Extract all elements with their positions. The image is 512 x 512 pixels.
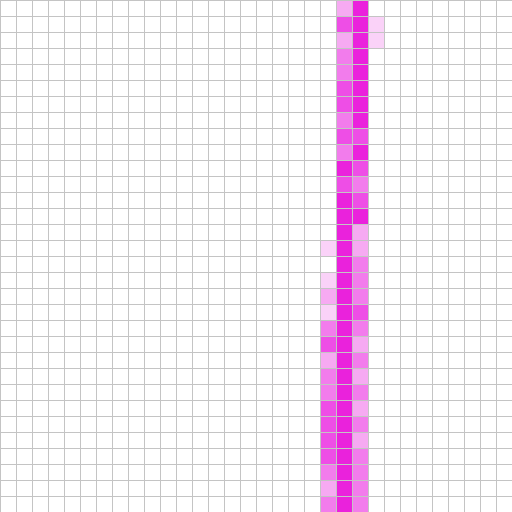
pixel [353,401,368,416]
pixel [353,241,368,256]
pixel [321,417,336,432]
pixel [353,177,368,192]
pixel [353,33,368,48]
pixel [321,273,336,288]
pixel [321,465,336,480]
pixel [353,497,368,512]
pixel [353,321,368,336]
pixel [337,273,352,288]
pixel [337,49,352,64]
pixel [353,65,368,80]
pixel [337,321,352,336]
pixel [337,241,352,256]
pixel [353,449,368,464]
pixel [353,97,368,112]
pixel [337,497,352,512]
pixel [353,465,368,480]
pixel [353,145,368,160]
pixel [353,353,368,368]
pixel [353,337,368,352]
pixel [353,193,368,208]
pixel [337,369,352,384]
pixel [337,113,352,128]
pixel [353,113,368,128]
pixel [337,33,352,48]
pixel [337,209,352,224]
pixel [353,305,368,320]
pixel [353,17,368,32]
pixel [337,257,352,272]
pixel [337,225,352,240]
pixel [321,369,336,384]
pixel [337,145,352,160]
pixel [353,49,368,64]
pixel [337,401,352,416]
pixel [337,193,352,208]
pixel [353,433,368,448]
pixel [337,17,352,32]
pixel [337,289,352,304]
pixel [321,289,336,304]
pixel [321,433,336,448]
pixel [337,65,352,80]
pixel [337,465,352,480]
pixel [337,449,352,464]
pixel [321,401,336,416]
pixel [353,417,368,432]
pixel [353,369,368,384]
pixel [353,481,368,496]
pixel [353,209,368,224]
pixel [321,497,336,512]
pixel [337,177,352,192]
pixel [337,81,352,96]
pixel [353,257,368,272]
pixel [353,273,368,288]
pixel [353,225,368,240]
pixel [337,305,352,320]
pixel [321,241,336,256]
pixel [337,353,352,368]
pixel [369,33,384,48]
pixel [337,97,352,112]
pixel [353,129,368,144]
pixel [353,289,368,304]
pixel [369,17,384,32]
pixel [353,81,368,96]
pixel [337,481,352,496]
pixel [337,417,352,432]
pixel [337,385,352,400]
pixel [353,161,368,176]
pixel [337,433,352,448]
pixel [337,337,352,352]
pixel [353,1,368,16]
pixel [337,1,352,16]
pixel [321,449,336,464]
pixel [321,385,336,400]
pixel [337,129,352,144]
pixel [337,161,352,176]
pixel [353,385,368,400]
pixel [321,337,336,352]
pixel [321,321,336,336]
pixel [321,353,336,368]
pixel [321,305,336,320]
pixel [321,481,336,496]
